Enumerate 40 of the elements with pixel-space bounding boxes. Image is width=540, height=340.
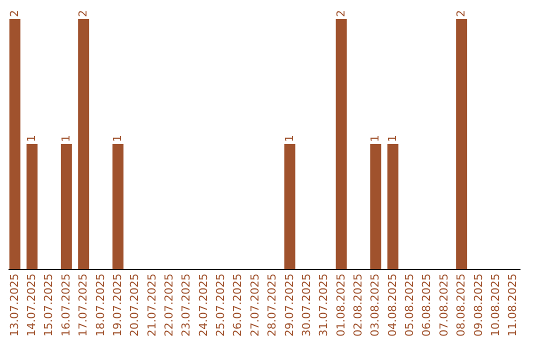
- data-label: 1: [110, 135, 124, 142]
- x-tick-label: 07.08.2025: [437, 274, 450, 336]
- x-tick-label: 30.07.2025: [300, 274, 313, 336]
- x-tick-label: 22.07.2025: [162, 274, 176, 336]
- x-tick-label: 16.07.2025: [59, 274, 72, 336]
- x-tick-label: 14.07.2025: [25, 274, 38, 336]
- data-label: 2: [8, 10, 21, 17]
- x-tick-label: 27.07.2025: [248, 274, 262, 336]
- x-tick-label: 24.07.2025: [196, 274, 210, 336]
- data-label: 2: [334, 10, 348, 17]
- x-tick-label: 17.07.2025: [76, 274, 90, 336]
- x-tick-label: 19.07.2025: [110, 274, 124, 336]
- x-tick-label: 15.07.2025: [42, 274, 56, 336]
- x-tick-label: 04.08.2025: [386, 274, 399, 336]
- data-label: 2: [76, 10, 90, 17]
- x-tick-label: 26.07.2025: [231, 274, 244, 336]
- x-tick-label: 20.07.2025: [128, 274, 142, 336]
- x-tick-label: 23.07.2025: [180, 274, 193, 336]
- x-tick-label: 05.08.2025: [403, 274, 416, 336]
- x-tick-label: 09.08.2025: [472, 274, 485, 336]
- data-label: 1: [282, 135, 296, 142]
- x-tick-label: 01.08.2025: [334, 274, 348, 336]
- data-label: 1: [59, 135, 72, 142]
- x-tick-label: 28.07.2025: [266, 274, 279, 336]
- data-label: 2: [454, 10, 468, 17]
- x-tick-label: 21.07.2025: [145, 274, 158, 336]
- x-tick-label: 31.07.2025: [317, 274, 330, 336]
- x-tick-label: 25.07.2025: [214, 274, 228, 336]
- x-tick-label: 06.08.2025: [420, 274, 434, 336]
- data-label: 1: [368, 135, 382, 142]
- x-tick-label: 02.08.2025: [351, 274, 364, 336]
- x-tick-label: 29.07.2025: [282, 274, 296, 336]
- x-tick-label: 10.08.2025: [488, 274, 502, 336]
- data-label: 1: [386, 135, 399, 142]
- x-tick-label: 08.08.2025: [454, 274, 468, 336]
- x-tick-label: 13.07.2025: [8, 274, 21, 336]
- x-tick-label: 11.08.2025: [506, 274, 520, 336]
- x-tick-label: 03.08.2025: [368, 274, 382, 336]
- x-tick-label: 18.07.2025: [94, 274, 107, 336]
- data-label: 1: [25, 135, 38, 142]
